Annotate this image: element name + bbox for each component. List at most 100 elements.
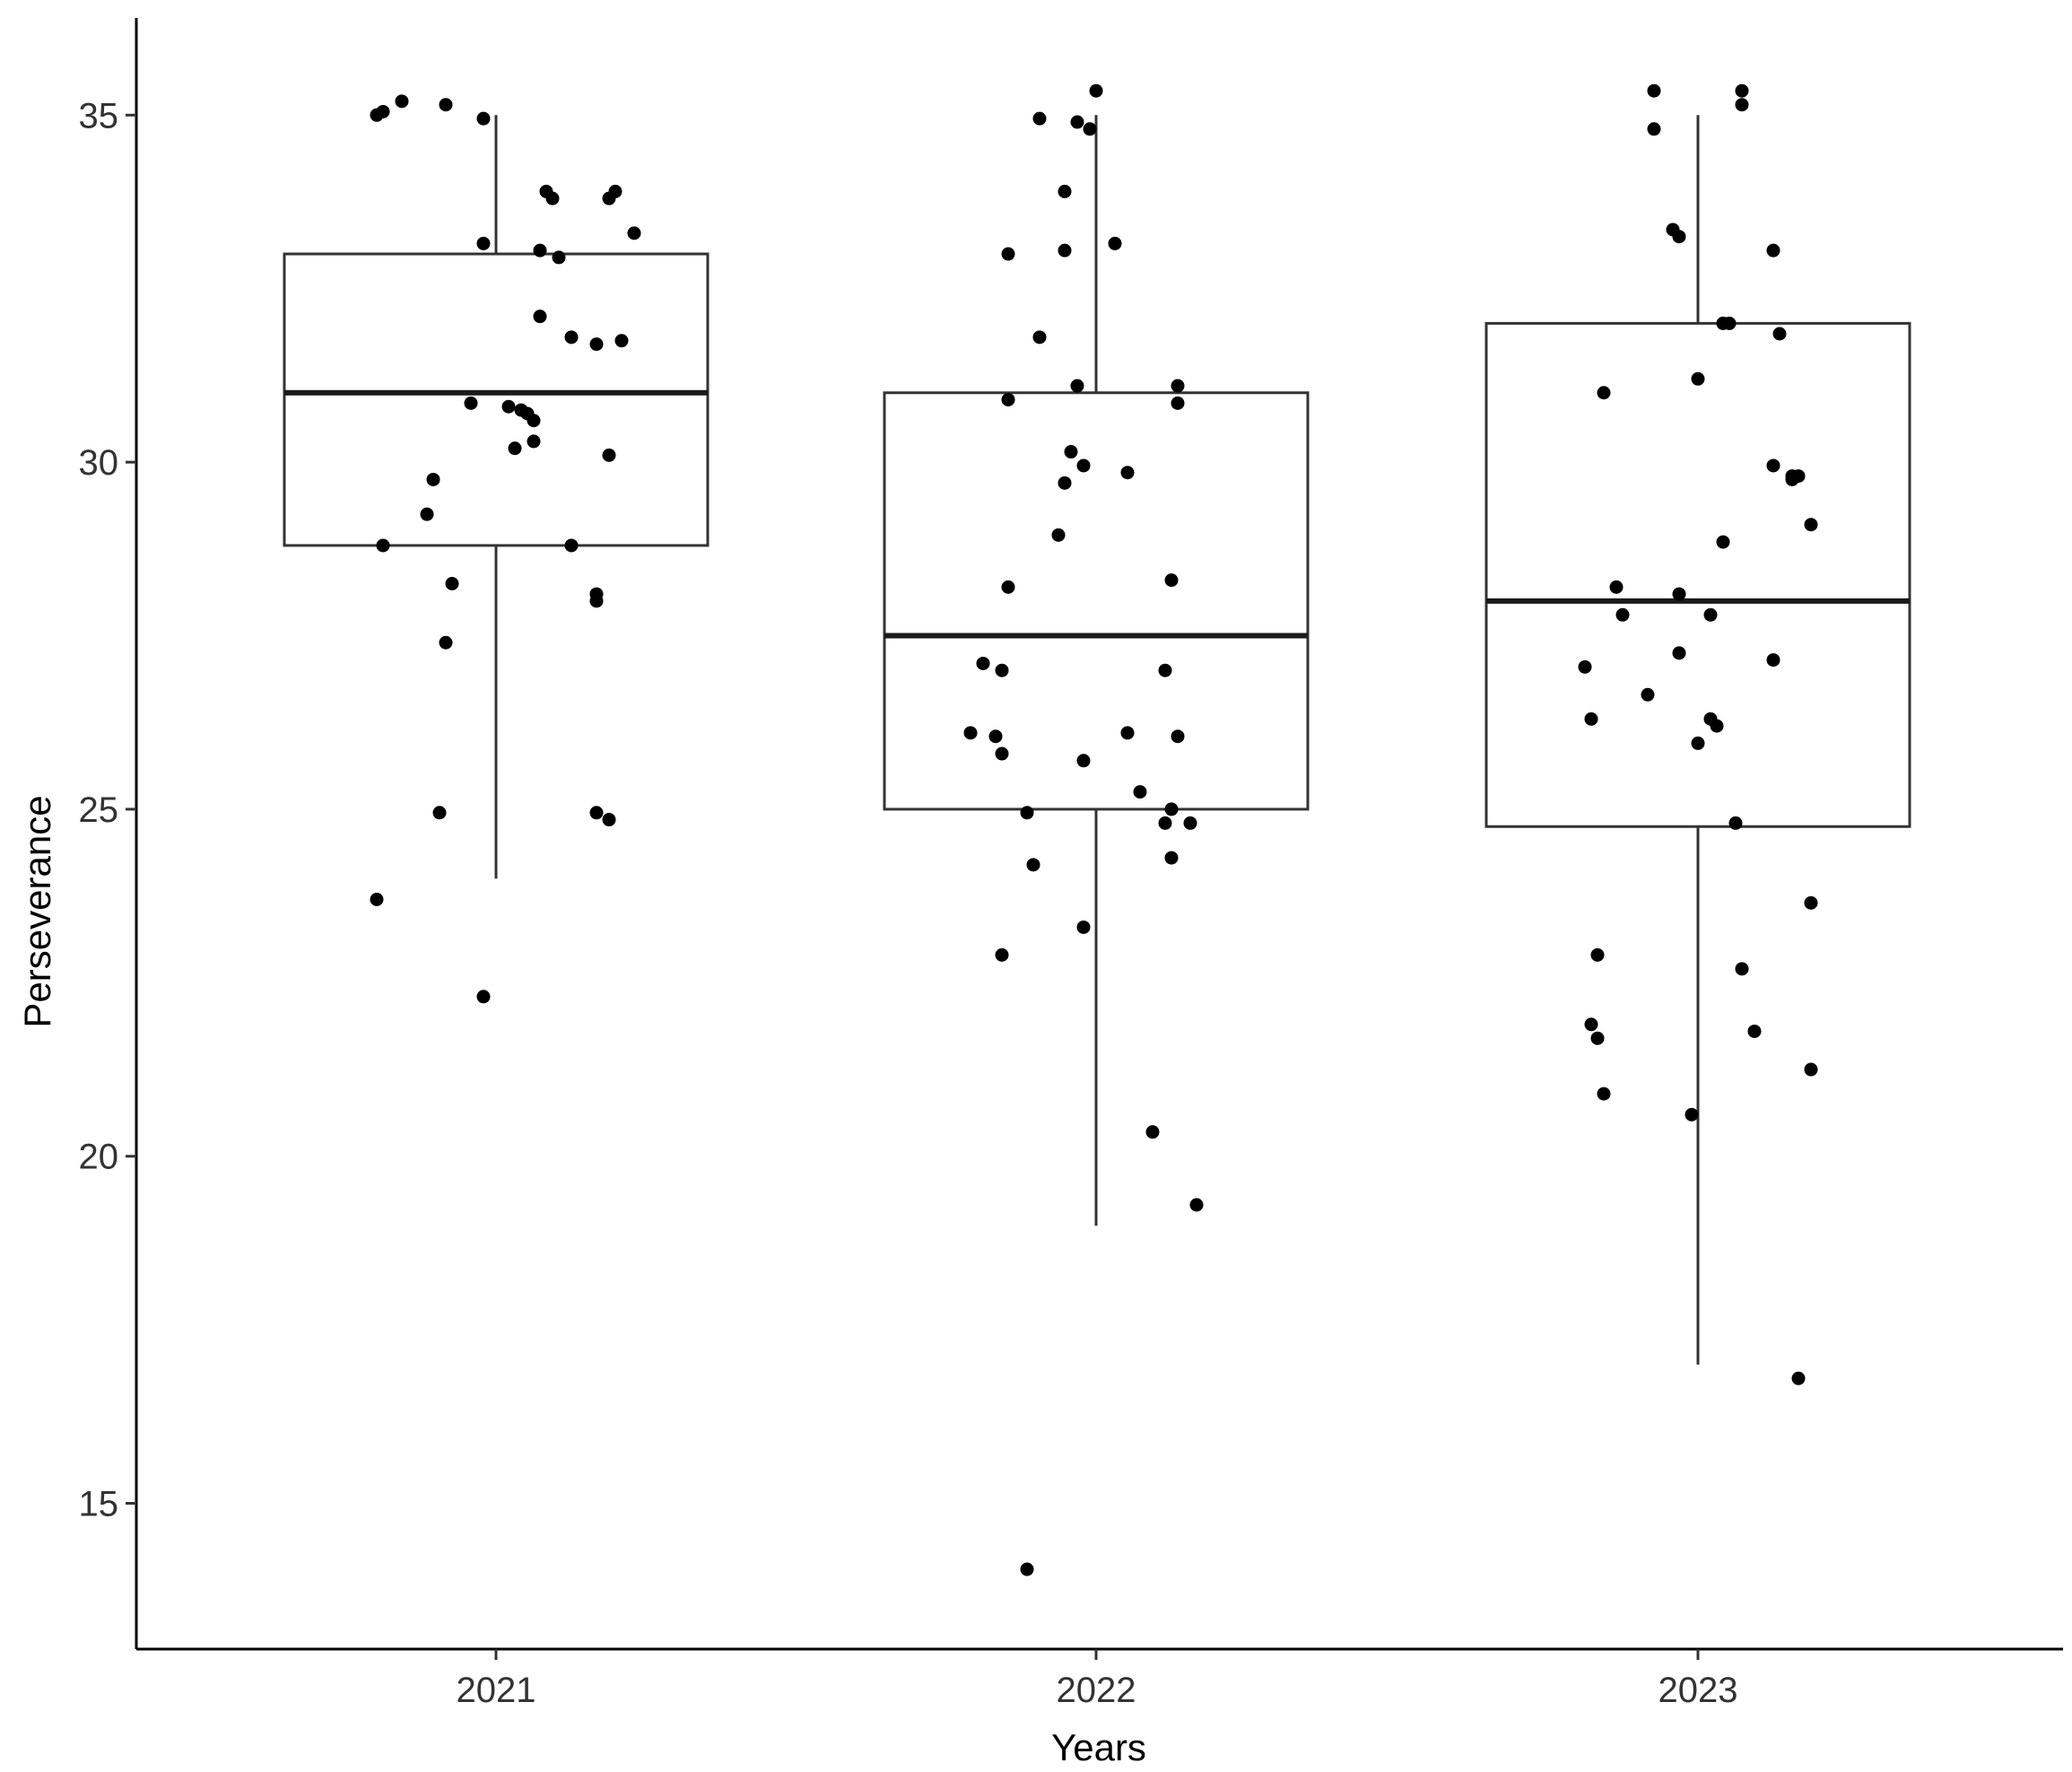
data-point — [533, 310, 547, 324]
x-tick-label: 2023 — [1658, 1671, 1738, 1710]
data-point — [1189, 1198, 1204, 1212]
data-point — [1615, 607, 1630, 622]
data-point — [545, 191, 560, 205]
x-axis-ticks: 2021 2022 2023 — [457, 1649, 1738, 1710]
data-point — [508, 441, 522, 456]
data-point — [602, 813, 616, 827]
data-point — [1785, 472, 1799, 486]
points-2023 — [1578, 83, 1818, 1385]
x-axis-title: Years — [1051, 1726, 1146, 1768]
y-tick-label: 15 — [79, 1485, 119, 1524]
data-point — [1083, 122, 1097, 136]
data-point — [476, 236, 491, 250]
data-point — [1804, 1062, 1818, 1077]
data-point — [395, 94, 409, 109]
iqr-box — [283, 252, 710, 547]
data-point — [376, 538, 390, 553]
data-point — [426, 472, 440, 486]
data-point — [464, 396, 478, 410]
data-point — [1058, 184, 1072, 198]
data-point — [501, 399, 516, 414]
data-point — [1597, 386, 1611, 400]
data-point — [1070, 115, 1084, 129]
y-tick-label: 30 — [79, 443, 119, 483]
data-point — [1064, 445, 1078, 459]
y-tick-label: 20 — [79, 1138, 119, 1177]
y-axis-ticks: 15 20 25 30 35 — [79, 96, 136, 1524]
data-point — [1703, 607, 1718, 622]
data-point — [589, 806, 604, 820]
y-axis-title: Perseverance — [16, 795, 58, 1027]
data-point — [1609, 580, 1624, 594]
data-point — [1020, 1562, 1034, 1576]
iqr-box — [883, 391, 1310, 811]
data-point — [1145, 1125, 1160, 1139]
data-point — [589, 594, 604, 608]
data-point — [1584, 711, 1598, 726]
data-point — [1183, 816, 1197, 830]
data-point — [1171, 396, 1185, 410]
data-point — [527, 414, 541, 428]
data-point — [1672, 646, 1686, 660]
data-point — [1076, 458, 1091, 473]
data-point — [1641, 687, 1655, 702]
data-point — [1171, 379, 1185, 393]
data-point — [1164, 851, 1179, 865]
data-point — [963, 726, 978, 740]
data-point — [439, 635, 453, 650]
data-point — [995, 663, 1009, 677]
data-point — [1703, 711, 1718, 726]
data-point — [1766, 458, 1780, 473]
x-tick-label: 2021 — [457, 1671, 536, 1710]
data-point — [1584, 1017, 1598, 1032]
data-point — [1108, 236, 1122, 250]
data-point — [1076, 920, 1091, 934]
data-point — [432, 806, 447, 820]
data-point — [1089, 83, 1103, 98]
data-point — [1747, 1024, 1762, 1038]
data-point — [1590, 947, 1605, 962]
data-point — [1001, 580, 1015, 594]
data-point — [1722, 316, 1737, 330]
data-point — [1766, 653, 1780, 668]
data-point — [476, 111, 491, 126]
data-point — [1032, 330, 1047, 345]
points-2021 — [370, 94, 641, 1004]
data-point — [976, 656, 990, 670]
y-tick-label: 25 — [79, 790, 119, 830]
data-point — [614, 334, 629, 348]
data-point — [1728, 816, 1743, 830]
data-point — [1647, 83, 1661, 98]
data-point — [1691, 371, 1705, 386]
data-point — [1070, 379, 1084, 393]
data-point — [589, 337, 604, 352]
data-point — [1590, 1031, 1605, 1045]
data-point — [1766, 243, 1780, 258]
data-point — [1120, 466, 1135, 480]
data-point — [1578, 659, 1592, 674]
data-point — [1020, 806, 1034, 820]
data-point — [1058, 476, 1072, 490]
data-point — [1735, 83, 1749, 98]
data-point — [1716, 535, 1730, 549]
data-point — [527, 434, 541, 449]
data-point — [1001, 247, 1015, 261]
data-point — [608, 184, 622, 198]
data-point — [627, 226, 641, 240]
data-point — [1158, 663, 1172, 677]
data-point — [1026, 858, 1040, 872]
data-point — [533, 243, 547, 258]
data-point — [1685, 1107, 1699, 1122]
data-point — [370, 892, 384, 906]
data-point — [1164, 573, 1179, 588]
iqr-box — [1484, 321, 1911, 828]
data-point — [376, 104, 390, 118]
data-point — [995, 746, 1009, 761]
box-2022 — [883, 115, 1310, 1226]
data-point — [1158, 816, 1172, 830]
data-point — [1691, 736, 1705, 750]
x-tick-label: 2022 — [1057, 1671, 1136, 1710]
data-point — [1058, 243, 1072, 258]
data-point — [995, 947, 1009, 962]
